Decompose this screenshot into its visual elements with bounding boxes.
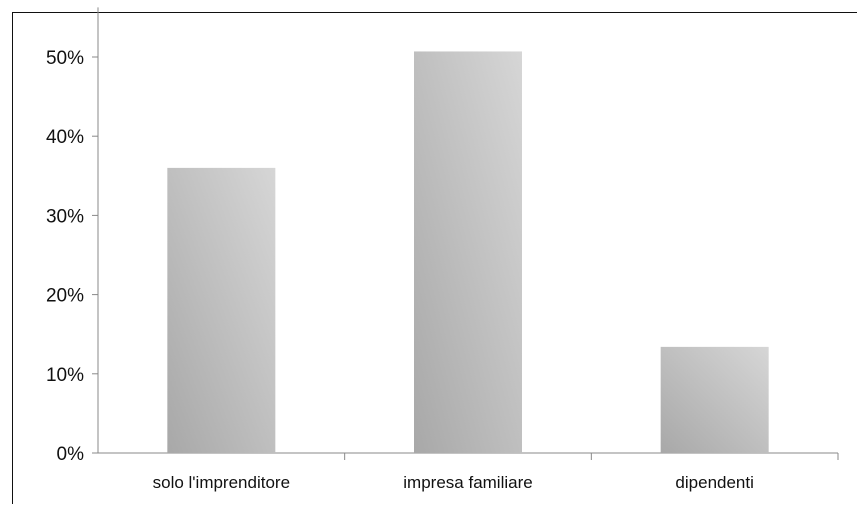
bar (414, 51, 522, 454)
y-tick-label: 0% (57, 444, 85, 465)
x-category-label: dipendenti (675, 473, 753, 492)
y-tick-label: 40% (46, 127, 84, 148)
bar (660, 346, 769, 453)
x-category-label: solo l'imprenditore (153, 473, 290, 492)
x-category-label: impresa familiare (403, 473, 532, 492)
y-tick-label: 20% (46, 286, 84, 307)
y-tick-label: 10% (46, 365, 84, 386)
y-tick-label: 50% (46, 48, 84, 69)
bar (167, 167, 276, 453)
y-tick-label: 30% (46, 206, 84, 227)
